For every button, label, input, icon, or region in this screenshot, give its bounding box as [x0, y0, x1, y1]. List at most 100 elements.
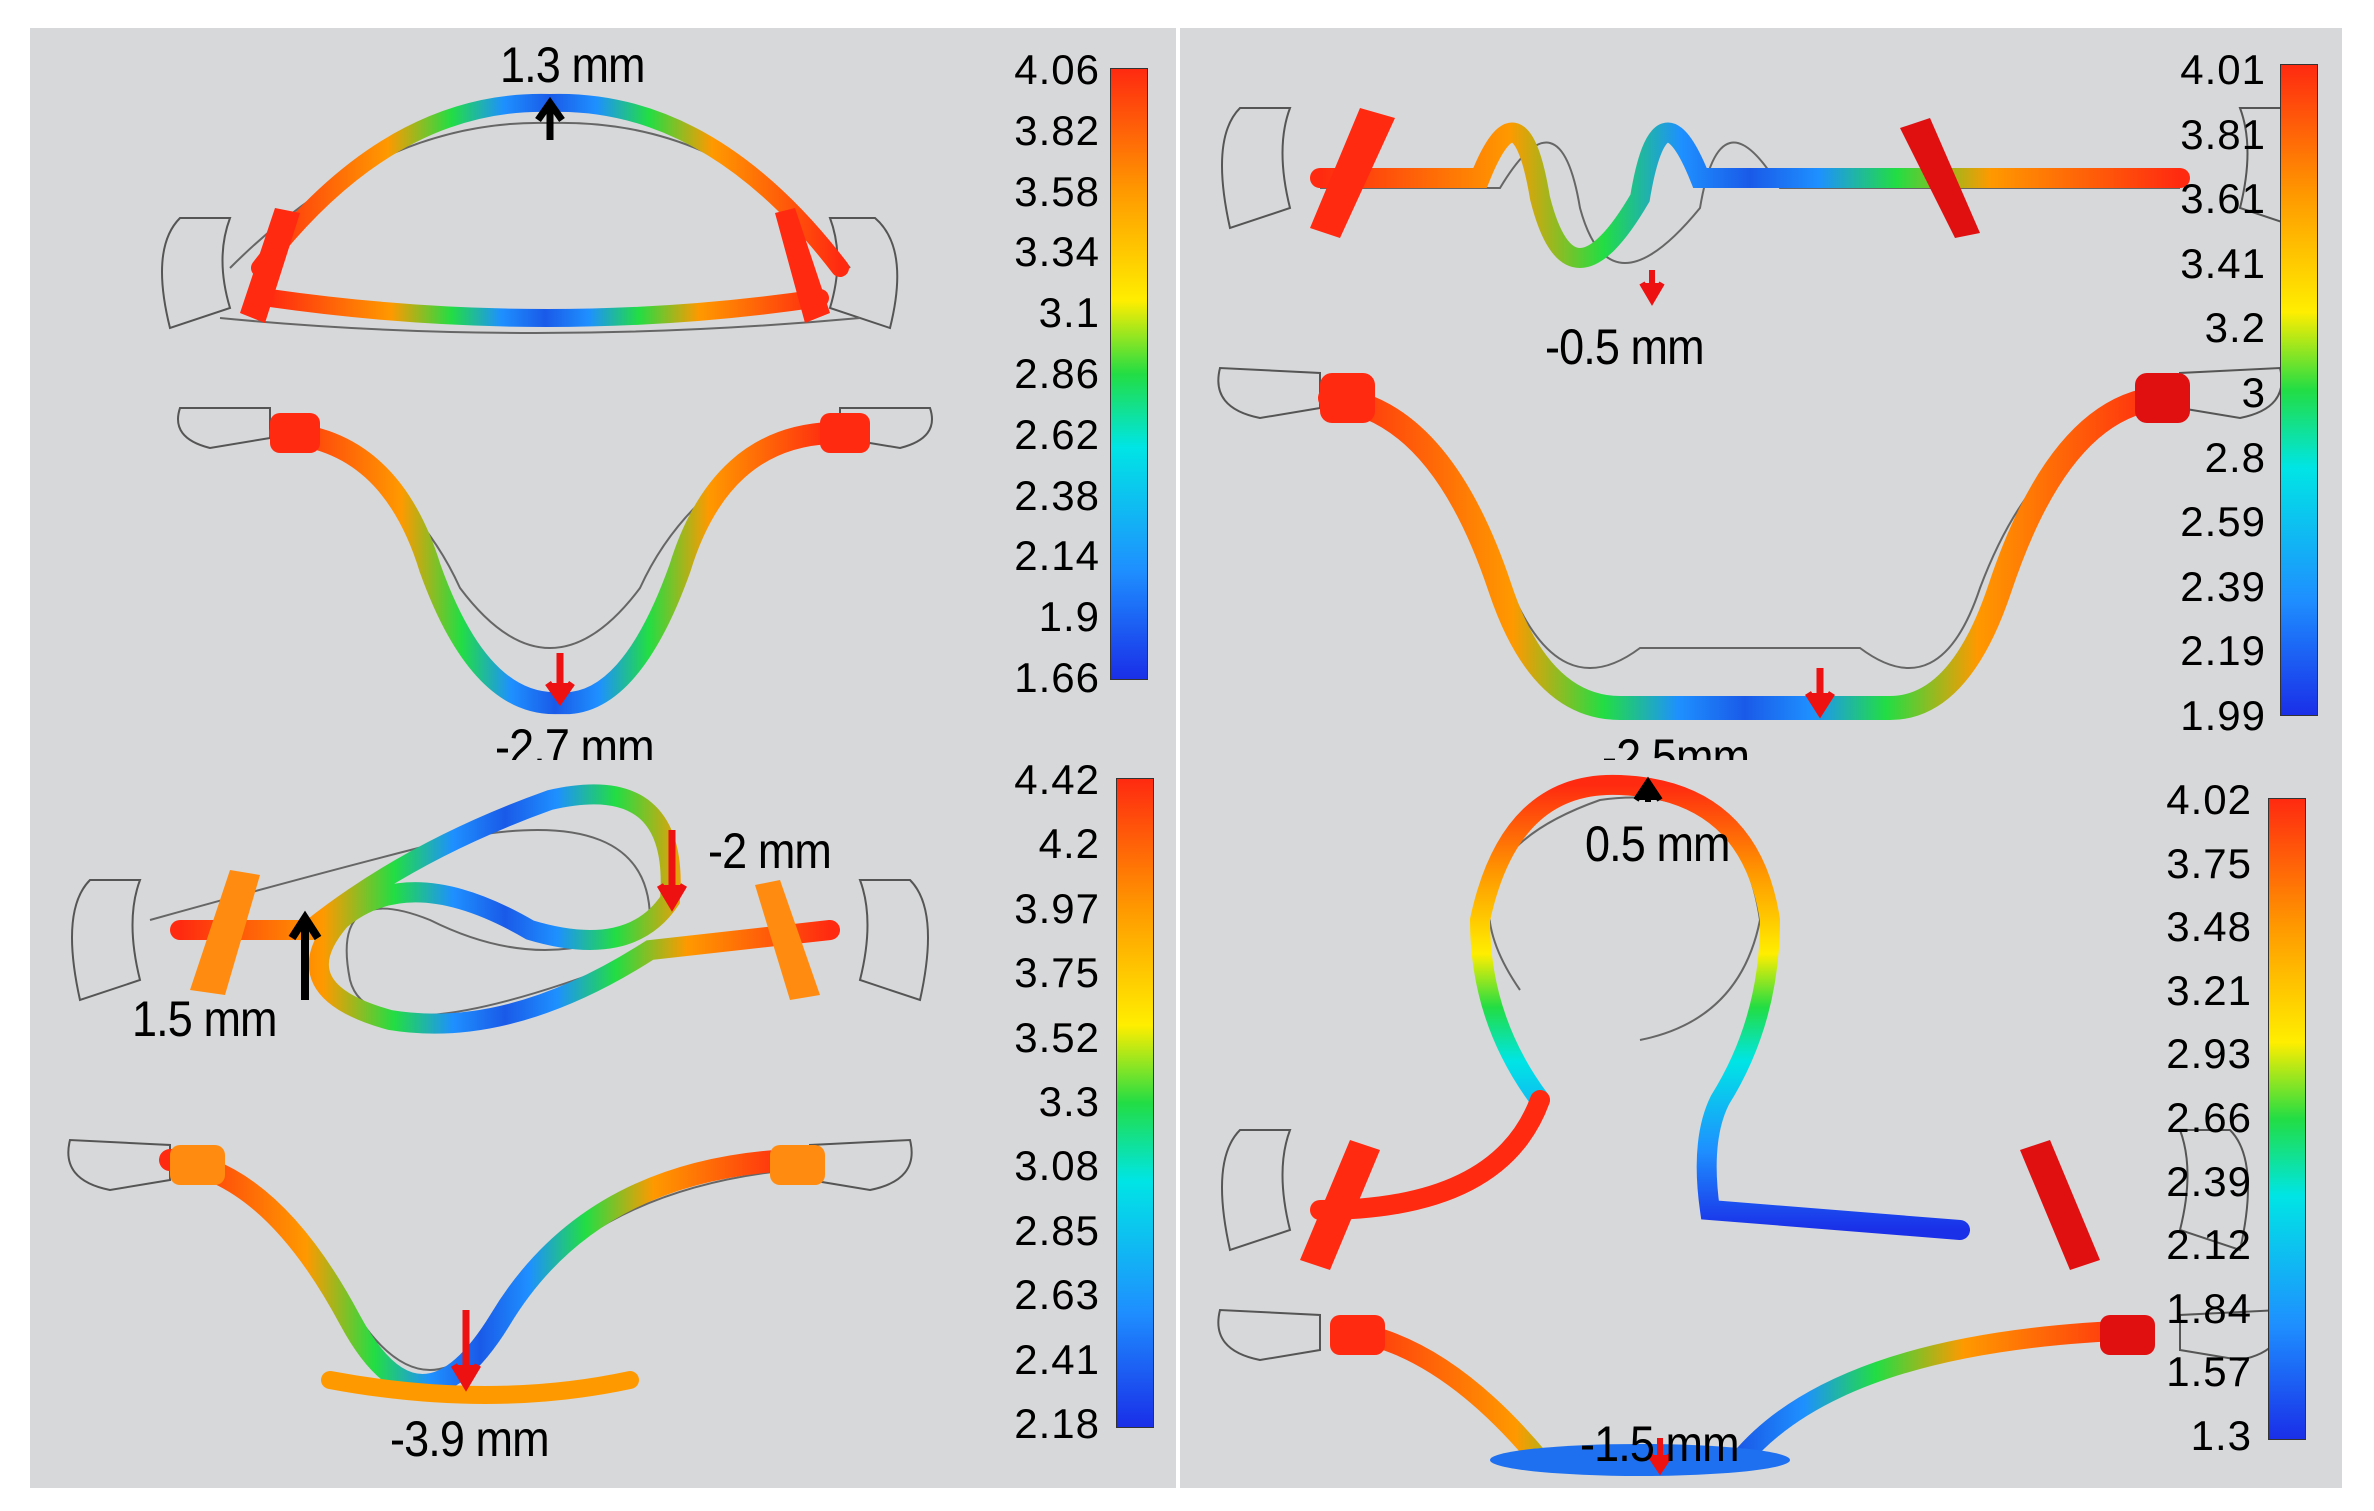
molar-band-right	[755, 880, 820, 1000]
colorbar-tick: 2.86	[1014, 350, 1100, 397]
molar-band-left	[240, 208, 300, 323]
appliance-upper	[1310, 122, 2190, 268]
appliance-lower-bar	[321, 1371, 639, 1404]
colorbar-tick: 1.9	[1038, 593, 1100, 641]
label-lower: -1.5 mm	[1580, 1416, 1740, 1472]
molar-block-left	[170, 1145, 225, 1185]
colorbar	[1110, 68, 1148, 680]
colorbar-tick: 1.99	[2180, 692, 2266, 739]
colorbar-tick: 2.8	[2204, 433, 2266, 481]
appliance-upper	[170, 784, 840, 1034]
teeth-outline-left	[71, 879, 142, 1002]
arrow-up-black	[535, 96, 565, 140]
colorbar-tick: 1.84	[2166, 1284, 2252, 1332]
panel-b-model	[1217, 107, 2309, 720]
colorbar-tick: 3.3	[1038, 1078, 1100, 1125]
appliance-loop	[1469, 774, 1970, 1240]
colorbar-tick: 4.2	[1038, 820, 1100, 868]
colorbar-tick: 2.63	[1014, 1271, 1100, 1319]
colorbar-tick: 3.82	[1014, 106, 1100, 154]
colorbar-tick: 3.2	[2204, 304, 2266, 352]
molar-block-right	[2135, 373, 2190, 423]
panel-d-model	[1217, 774, 2283, 1476]
wire-ghost-bottom	[219, 317, 861, 334]
wire-ghost	[1320, 141, 2180, 264]
panel-d: 0.5 mm -1.5 mm 4.02 3.75 3.48 3.21 2.93 2.66 2…	[1180, 760, 2342, 1488]
appliance-lower	[1330, 1320, 2150, 1470]
teeth-outline-right	[858, 879, 929, 1002]
label-right: -2 mm	[708, 823, 832, 879]
panel-a: 1.3 mm -2.7 mm 4.06 3.82 3.58 3.34 3.1 2.86 2.…	[30, 28, 1176, 784]
colorbar-tick: 3.1	[1038, 289, 1100, 337]
panel-b: -0.5 mm -2.5mm 4.01 3.81 3.61 3.41 3.2 3 2.8 2.…	[1180, 28, 2342, 785]
colorbar	[2280, 64, 2318, 716]
colorbar	[1116, 778, 1154, 1428]
appliance-lower	[159, 1149, 801, 1396]
colorbar-tick: 3.48	[2166, 903, 2252, 951]
appliance-loop-left	[1310, 1090, 1550, 1220]
label-upper: 0.5 mm	[1585, 816, 1731, 872]
colorbar-tick: 2.38	[1014, 471, 1100, 519]
colorbar-tick: 3.41	[2180, 239, 2266, 287]
teeth-outline-right	[828, 217, 899, 330]
label-upper: -0.5 mm	[1545, 319, 1705, 375]
teeth-outline-right	[2178, 1129, 2249, 1252]
molar-block-right	[2100, 1315, 2155, 1355]
molar-block-left	[270, 413, 320, 453]
molar-band-right	[2020, 1140, 2100, 1270]
appliance-lower	[1318, 386, 2172, 720]
molar-block-left	[1330, 1315, 1385, 1355]
arrow-down-red	[656, 830, 688, 912]
colorbar-tick: 2.59	[2180, 498, 2266, 546]
colorbar-tick: 2.93	[2166, 1030, 2252, 1078]
colorbar-tick: 2.66	[2166, 1094, 2252, 1141]
teeth-outline-lower-left	[1217, 366, 1321, 420]
arrow-down-red	[1639, 270, 1665, 306]
teeth-outline-lower-left	[67, 1138, 171, 1192]
molar-block-left	[1320, 373, 1375, 423]
colorbar-tick: 3.75	[2166, 839, 2252, 887]
arrow-down-red	[450, 1310, 482, 1392]
colorbar-tick: 2.14	[1014, 532, 1100, 580]
colorbar-tick: 3	[2241, 369, 2266, 416]
appliance-lower-bar	[1490, 1444, 1790, 1476]
colorbar-tick: 1.3	[2190, 1412, 2252, 1459]
panel-c-model	[67, 784, 929, 1404]
colorbar-tick: 3.81	[2180, 110, 2266, 158]
label-left: 1.5 mm	[132, 991, 278, 1047]
colorbar-tick: 4.01	[2180, 46, 2266, 93]
colorbar-tick: 2.18	[1014, 1400, 1100, 1447]
panel-c: 1.5 mm -2 mm -3.9 mm 4.42 4.2 3.97 3.75 3.52…	[30, 756, 1176, 1488]
wire-ghost-lower	[1339, 407, 2161, 669]
molar-block-right	[770, 1145, 825, 1185]
colorbar-tick: 2.39	[2180, 562, 2266, 610]
colorbar-tick: 2.62	[1014, 410, 1100, 458]
molar-band-left	[190, 870, 260, 995]
arrow-down-red	[545, 653, 575, 707]
colorbar-tick: 4.02	[2166, 776, 2252, 823]
teeth-outline-left	[1221, 107, 1292, 230]
colorbar-tick: 3.21	[2166, 966, 2252, 1014]
teeth-outline-left	[1221, 1129, 1292, 1252]
colorbar-tick: 4.42	[1014, 756, 1100, 803]
label-lower: -3.9 mm	[390, 1411, 550, 1467]
colorbar-tick: 1.66	[1014, 654, 1100, 701]
molar-band-left	[1300, 1140, 1380, 1270]
arrow-down-red	[1805, 668, 1835, 719]
colorbar-tick: 2.41	[1014, 1335, 1100, 1383]
molar-band-right	[1900, 118, 1980, 238]
teeth-outline-lower-left	[177, 407, 271, 450]
colorbar-tick: 2.19	[2180, 627, 2266, 675]
arrow-up-black	[1633, 776, 1663, 802]
arrow-down-red	[1647, 1438, 1673, 1476]
colorbar-tick: 3.61	[2180, 175, 2266, 223]
colorbar-tick: 3.58	[1014, 167, 1100, 215]
colorbar-tick: 4.06	[1014, 46, 1100, 93]
label-upper: 1.3 mm	[500, 37, 646, 93]
panel-a-model	[161, 93, 933, 715]
teeth-outline-left	[161, 217, 232, 330]
teeth-outline-lower-right	[809, 1138, 913, 1192]
colorbar-tick: 3.08	[1014, 1142, 1100, 1190]
colorbar-tick: 3.52	[1014, 1013, 1100, 1061]
molar-band-right	[775, 208, 830, 323]
